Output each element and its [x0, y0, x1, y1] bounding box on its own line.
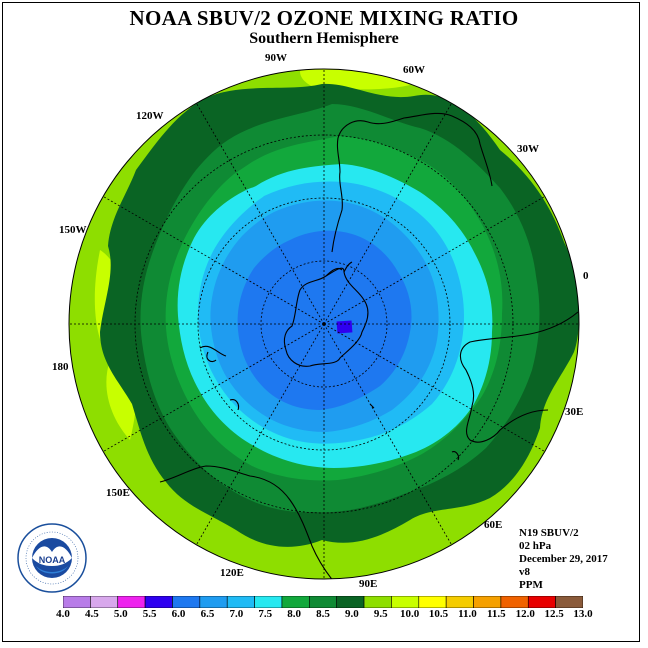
antarctic-peninsula	[325, 261, 353, 277]
info-block: N19 SBUV/2 02 hPa December 29, 2017 v8 P…	[519, 527, 608, 592]
colorbar-tick-label: 6.5	[200, 608, 215, 620]
colorbar-swatch	[555, 596, 583, 608]
band-6	[237, 230, 412, 410]
colorbar-swatch	[254, 596, 283, 608]
colorbar-swatch	[199, 596, 228, 608]
colorbar-tick-label: 5.5	[142, 608, 157, 620]
colorbar-swatch	[527, 596, 556, 608]
lon-label: 30E	[565, 406, 583, 418]
lon-label: 150W	[59, 224, 87, 236]
colorbar-tick-label: 6.0	[171, 608, 186, 620]
colorbar-tick-label: 11.5	[487, 608, 506, 620]
colorbar-tick-label: 5.0	[113, 608, 128, 620]
colorbar-swatch	[391, 596, 420, 608]
lon-label: 90E	[359, 578, 377, 590]
contour-field	[69, 69, 579, 579]
noaa-logo-graphic: NOAA	[17, 523, 87, 593]
south-america-coast	[331, 112, 493, 253]
map-subtitle: Southern Hemisphere	[249, 30, 399, 47]
colorbar-tick-label: 10.5	[428, 608, 449, 620]
colorbar-tick-label: 7.5	[258, 608, 273, 620]
new-zealand-coast	[199, 345, 227, 363]
colorbar-swatch	[336, 596, 365, 608]
info-level: 02 hPa	[519, 540, 552, 552]
colorbar-tick-label: 13.0	[573, 608, 593, 620]
colorbar-tick-label: 9.0	[345, 608, 359, 620]
colorbar-swatch	[445, 596, 474, 608]
lon-label: 120W	[136, 110, 164, 122]
colorbar-swatch	[363, 596, 392, 608]
colorbar-swatch	[500, 596, 529, 608]
lon-label: 30W	[517, 143, 539, 155]
colorbar-tick-label: 8.0	[287, 608, 301, 620]
colorbar-tick-label: 8.5	[316, 608, 330, 620]
lon-label: 0	[583, 270, 589, 282]
africa-coast	[459, 311, 579, 443]
colorbar-tick-label: 12.5	[544, 608, 564, 620]
colorbar-tick-label: 9.5	[373, 608, 388, 620]
colorbar-swatch	[281, 596, 310, 608]
colorbar-tick-label: 4.5	[85, 608, 99, 620]
noaa-logo: NOAA	[16, 522, 88, 594]
colorbar-swatch	[172, 596, 201, 608]
meridians	[69, 69, 579, 579]
lon-label: 90W	[265, 52, 287, 64]
info-satellite: N19 SBUV/2	[519, 527, 579, 539]
lon-label: 180	[52, 361, 69, 373]
minimum-5-5	[336, 320, 353, 334]
colorbar-tick-label: 11.0	[458, 608, 477, 620]
map-title: NOAA SBUV/2 OZONE MIXING RATIO	[129, 6, 519, 30]
colorbar-swatch	[63, 596, 91, 608]
australia-coast	[159, 465, 335, 579]
figure-frame	[2, 2, 640, 642]
info-date: December 29, 2017	[519, 553, 608, 565]
longitude-labels: 90W 60W 30W 0 30E 60E 90E 120E 150E 180 …	[52, 52, 589, 590]
colorbar-swatch	[473, 596, 502, 608]
logo-lettering: NOAA	[39, 555, 66, 565]
colorbar-swatch	[144, 596, 173, 608]
colorbar	[63, 596, 583, 608]
colorbar-swatch	[309, 596, 337, 608]
colorbar-swatch	[117, 596, 146, 608]
lon-label: 60E	[484, 519, 502, 531]
colorbar-tick-label: 7.0	[229, 608, 244, 620]
colorbar-swatch	[418, 596, 447, 608]
lon-label: 60W	[403, 64, 425, 76]
colorbar-tick-label: 12.0	[515, 608, 535, 620]
map-boundary	[68, 68, 580, 580]
lon-label: 120E	[220, 567, 244, 579]
colorbar-swatch	[90, 596, 119, 608]
lon-label: 150E	[106, 487, 130, 499]
info-units: PPM	[519, 579, 543, 591]
colorbar-swatch	[226, 596, 255, 608]
info-version: v8	[519, 566, 530, 578]
colorbar-tick-label: 4.0	[56, 608, 70, 620]
colorbar-tick-label: 10.0	[400, 608, 420, 620]
